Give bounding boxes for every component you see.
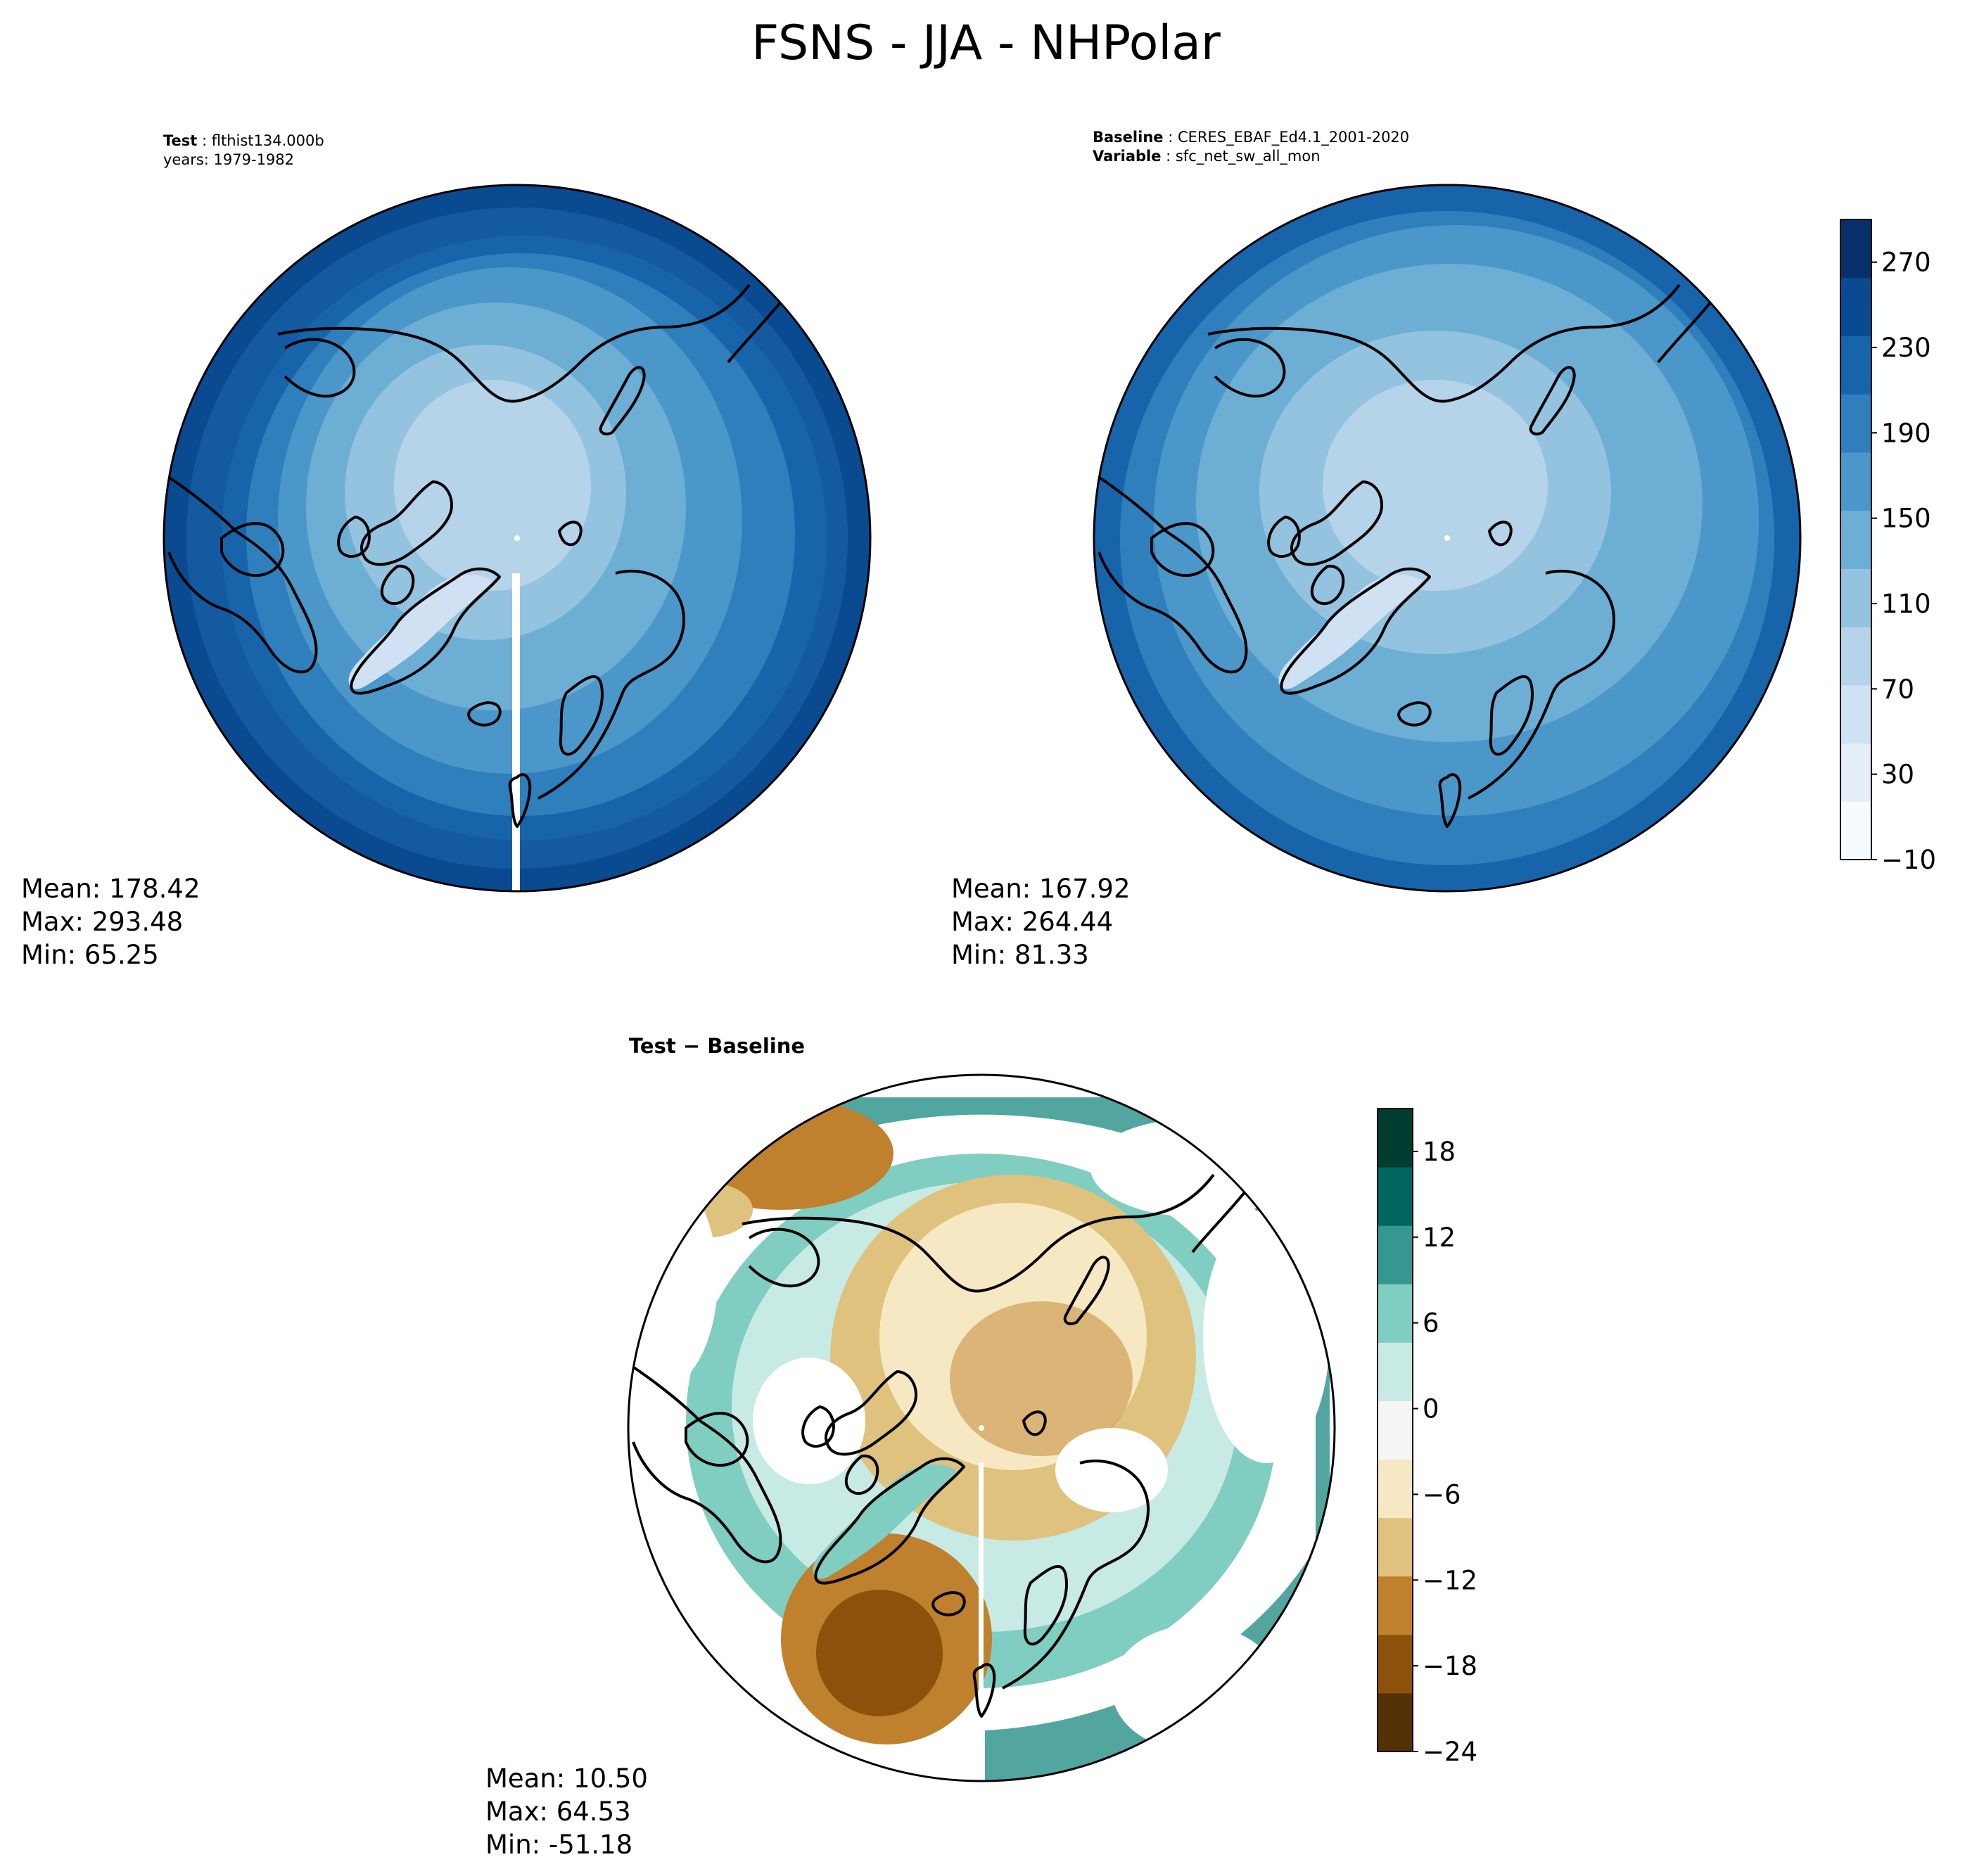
variable-key: Variable [1093, 148, 1162, 165]
main-colorbar-swatch [1840, 394, 1871, 453]
diff-panel-title: Test − Baseline [629, 1034, 806, 1058]
main-colorbar [1840, 219, 1872, 860]
baseline-dataset-name: CERES_EBAF_Ed4.1_2001-2020 [1177, 129, 1410, 146]
diff-colorbar-tick-label: −12 [1423, 1565, 1477, 1595]
main-colorbar-tick-label: 190 [1881, 418, 1931, 448]
main-colorbar-swatch [1840, 627, 1871, 686]
diff-mean: Mean: 10.50 [485, 1763, 648, 1794]
baseline-mean: Mean: 167.92 [951, 874, 1131, 904]
diff-map [627, 1073, 1336, 1782]
diff-colorbar-tick-label: −18 [1423, 1651, 1477, 1681]
diff-min: Min: -51.18 [485, 1830, 633, 1860]
main-colorbar-swatch [1840, 336, 1871, 395]
main-colorbar-tick-label: 230 [1881, 333, 1931, 363]
test-min: Min: 65.25 [21, 940, 159, 970]
baseline-stats: Mean: 167.92 Max: 264.44 Min: 81.33 [951, 872, 1131, 971]
diff-stats: Mean: 10.50 Max: 64.53 Min: -51.18 [485, 1762, 648, 1861]
main-colorbar-ticks: −10 30 70 110 150 190 230 270 [1871, 248, 1936, 875]
diff-colorbar-swatch [1378, 1167, 1413, 1226]
diff-colorbar-swatch [1378, 1400, 1413, 1460]
diff-colorbar-tick-label: −24 [1423, 1737, 1477, 1767]
test-stats: Mean: 178.42 Max: 293.48 Min: 65.25 [21, 872, 201, 971]
diff-colorbar-swatch [1378, 1634, 1413, 1694]
main-colorbar-swatch [1840, 801, 1871, 860]
main-colorbar-swatch [1840, 684, 1871, 744]
diff-colorbar-tick-label: 12 [1423, 1223, 1456, 1253]
diff-colorbar-swatch [1378, 1517, 1413, 1577]
diff-colorbar-swatch [1378, 1459, 1413, 1519]
main-colorbar-swatch [1840, 452, 1871, 511]
test-max: Max: 293.48 [21, 907, 184, 937]
baseline-min: Min: 81.33 [951, 940, 1089, 970]
test-case-name: flthist134.000b [211, 132, 324, 149]
baseline-map [1093, 184, 1802, 893]
diff-colorbar-tick-label: 6 [1423, 1308, 1439, 1339]
main-colorbar-tick-label: −10 [1881, 845, 1936, 875]
main-colorbar-tick-label: 110 [1881, 589, 1931, 619]
diff-colorbar-swatch [1378, 1284, 1413, 1343]
diff-colorbar-swatch [1378, 1692, 1413, 1752]
main-colorbar-swatch [1840, 568, 1871, 627]
main-colorbar-swatch [1840, 743, 1871, 802]
figure-title: FSNS - JJA - NHPolar [751, 15, 1221, 71]
diff-colorbar-swatch [1378, 1225, 1413, 1284]
main-colorbar-swatch [1840, 510, 1871, 569]
diff-colorbar-border [1377, 1108, 1413, 1752]
baseline-key: Baseline [1093, 129, 1164, 146]
test-panel-label: Test : flthist134.000b years: 1979-1982 [163, 132, 324, 170]
main-colorbar-swatch [1840, 219, 1871, 279]
test-key: Test [163, 132, 198, 149]
test-years: years: 1979-1982 [163, 151, 295, 168]
main-colorbar-tick-label: 270 [1881, 248, 1931, 278]
diff-max: Max: 64.53 [485, 1797, 631, 1827]
diff-colorbar [1377, 1108, 1413, 1752]
main-colorbar-swatch [1840, 277, 1871, 336]
diff-colorbar-swatch [1378, 1109, 1413, 1168]
main-colorbar-tick-label: 70 [1881, 674, 1914, 704]
diff-colorbar-ticks: −24 −18 −12 −6 0 6 12 18 [1413, 1137, 1477, 1767]
diff-colorbar-tick-label: 18 [1423, 1137, 1456, 1167]
test-colon: : [197, 132, 212, 149]
baseline-max: Max: 264.44 [951, 907, 1114, 937]
main-colorbar-border [1840, 219, 1872, 860]
main-colorbar-tick-label: 150 [1881, 504, 1931, 534]
diff-colorbar-tick-label: 0 [1423, 1394, 1439, 1424]
variable-name: sfc_net_sw_all_mon [1175, 148, 1321, 165]
diff-colorbar-swatch [1378, 1342, 1413, 1401]
test-mean: Mean: 178.42 [21, 874, 201, 904]
baseline-panel-label: Baseline : CERES_EBAF_Ed4.1_2001-2020 Va… [1093, 129, 1410, 165]
diff-colorbar-swatch [1378, 1576, 1413, 1635]
test-map [163, 184, 872, 893]
main-colorbar-tick-label: 30 [1881, 760, 1914, 790]
diff-colorbar-tick-label: −6 [1423, 1479, 1461, 1510]
